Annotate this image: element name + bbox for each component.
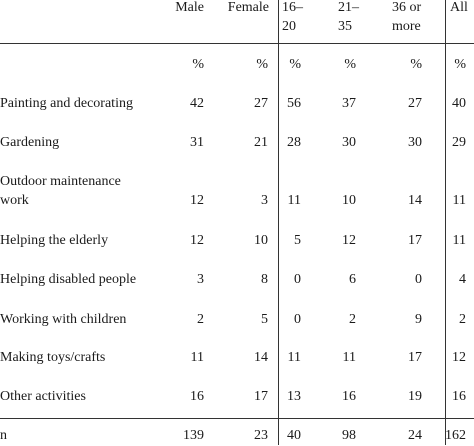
- n-value: 162: [445, 428, 466, 443]
- cell-value: 14: [408, 193, 422, 208]
- header-age-36-more-line2: more: [392, 19, 421, 34]
- header-age-36-more-line1: 36 or: [392, 0, 422, 15]
- unit-all: %: [454, 57, 466, 72]
- row-label-working-children: Working with children: [0, 312, 127, 327]
- cell-value: 29: [452, 135, 466, 150]
- unit-age-36-more: %: [410, 57, 422, 72]
- cell-value: 11: [342, 350, 356, 365]
- n-value: 139: [183, 428, 204, 443]
- cell-value: 11: [452, 233, 466, 248]
- cell-value: 12: [190, 233, 204, 248]
- cell-value: 2: [459, 312, 466, 327]
- cell-value: 5: [261, 312, 268, 327]
- row-label-outdoor-maintenance-line2: work: [0, 193, 29, 208]
- cell-value: 11: [190, 350, 204, 365]
- cell-value: 56: [287, 96, 301, 111]
- cell-value: 17: [408, 350, 422, 365]
- header-age-16-20-line2: 20: [282, 19, 296, 34]
- row-label-n: n: [0, 428, 7, 443]
- cell-value: 6: [349, 272, 356, 287]
- header-all: All: [450, 0, 468, 15]
- cell-value: 9: [415, 312, 422, 327]
- unit-age-21-35: %: [344, 57, 356, 72]
- row-label-outdoor-maintenance-line1: Outdoor maintenance: [0, 174, 121, 189]
- cell-value: 28: [287, 135, 301, 150]
- cell-value: 31: [190, 135, 204, 150]
- row-label-helping-elderly: Helping the elderly: [0, 233, 109, 248]
- cell-value: 3: [261, 193, 268, 208]
- cell-value: 4: [459, 272, 466, 287]
- all-column-divider: [445, 0, 446, 445]
- header-male: Male: [175, 0, 204, 15]
- cell-value: 27: [254, 96, 268, 111]
- row-label-other-activities: Other activities: [0, 389, 86, 404]
- cell-value: 27: [408, 96, 422, 111]
- unit-age-16-20: %: [289, 57, 301, 72]
- cell-value: 30: [342, 135, 356, 150]
- header-female: Female: [227, 0, 269, 15]
- cell-value: 19: [408, 389, 422, 404]
- cell-value: 17: [254, 389, 268, 404]
- cell-value: 0: [294, 312, 301, 327]
- cell-value: 16: [342, 389, 356, 404]
- n-value: 24: [408, 428, 422, 443]
- cell-value: 8: [261, 272, 268, 287]
- cell-value: 14: [254, 350, 268, 365]
- cell-value: 10: [342, 193, 356, 208]
- n-value: 23: [254, 428, 268, 443]
- row-label-helping-disabled: Helping disabled people: [0, 272, 137, 287]
- cell-value: 2: [197, 312, 204, 327]
- cell-value: 37: [342, 96, 356, 111]
- n-value: 40: [287, 428, 301, 443]
- cell-value: 0: [294, 272, 301, 287]
- row-label-making-toys: Making toys/crafts: [0, 350, 106, 365]
- cell-value: 5: [294, 233, 301, 248]
- n-row-rule: [0, 418, 474, 419]
- row-label-gardening: Gardening: [0, 135, 60, 150]
- cell-value: 12: [452, 350, 466, 365]
- cell-value: 21: [254, 135, 268, 150]
- cell-value: 0: [415, 272, 422, 287]
- header-age-16-20-line1: 16–: [282, 0, 303, 15]
- cell-value: 11: [452, 193, 466, 208]
- age-group-divider: [278, 0, 279, 445]
- cell-value: 16: [190, 389, 204, 404]
- cell-value: 2: [349, 312, 356, 327]
- cell-value: 3: [197, 272, 204, 287]
- cell-value: 12: [190, 193, 204, 208]
- header-rule: [0, 43, 474, 44]
- cell-value: 30: [408, 135, 422, 150]
- cell-value: 17: [408, 233, 422, 248]
- cell-value: 13: [287, 389, 301, 404]
- cell-value: 40: [452, 96, 466, 111]
- cell-value: 11: [287, 350, 301, 365]
- unit-female: %: [256, 57, 268, 72]
- cell-value: 12: [342, 233, 356, 248]
- n-value: 98: [342, 428, 356, 443]
- unit-male: %: [192, 57, 204, 72]
- header-age-21-35-line2: 35: [338, 19, 352, 34]
- cell-value: 42: [190, 96, 204, 111]
- cell-value: 10: [254, 233, 268, 248]
- row-label-painting: Painting and decorating: [0, 96, 133, 111]
- cell-value: 16: [452, 389, 466, 404]
- cell-value: 11: [287, 193, 301, 208]
- header-age-21-35-line1: 21–: [338, 0, 359, 15]
